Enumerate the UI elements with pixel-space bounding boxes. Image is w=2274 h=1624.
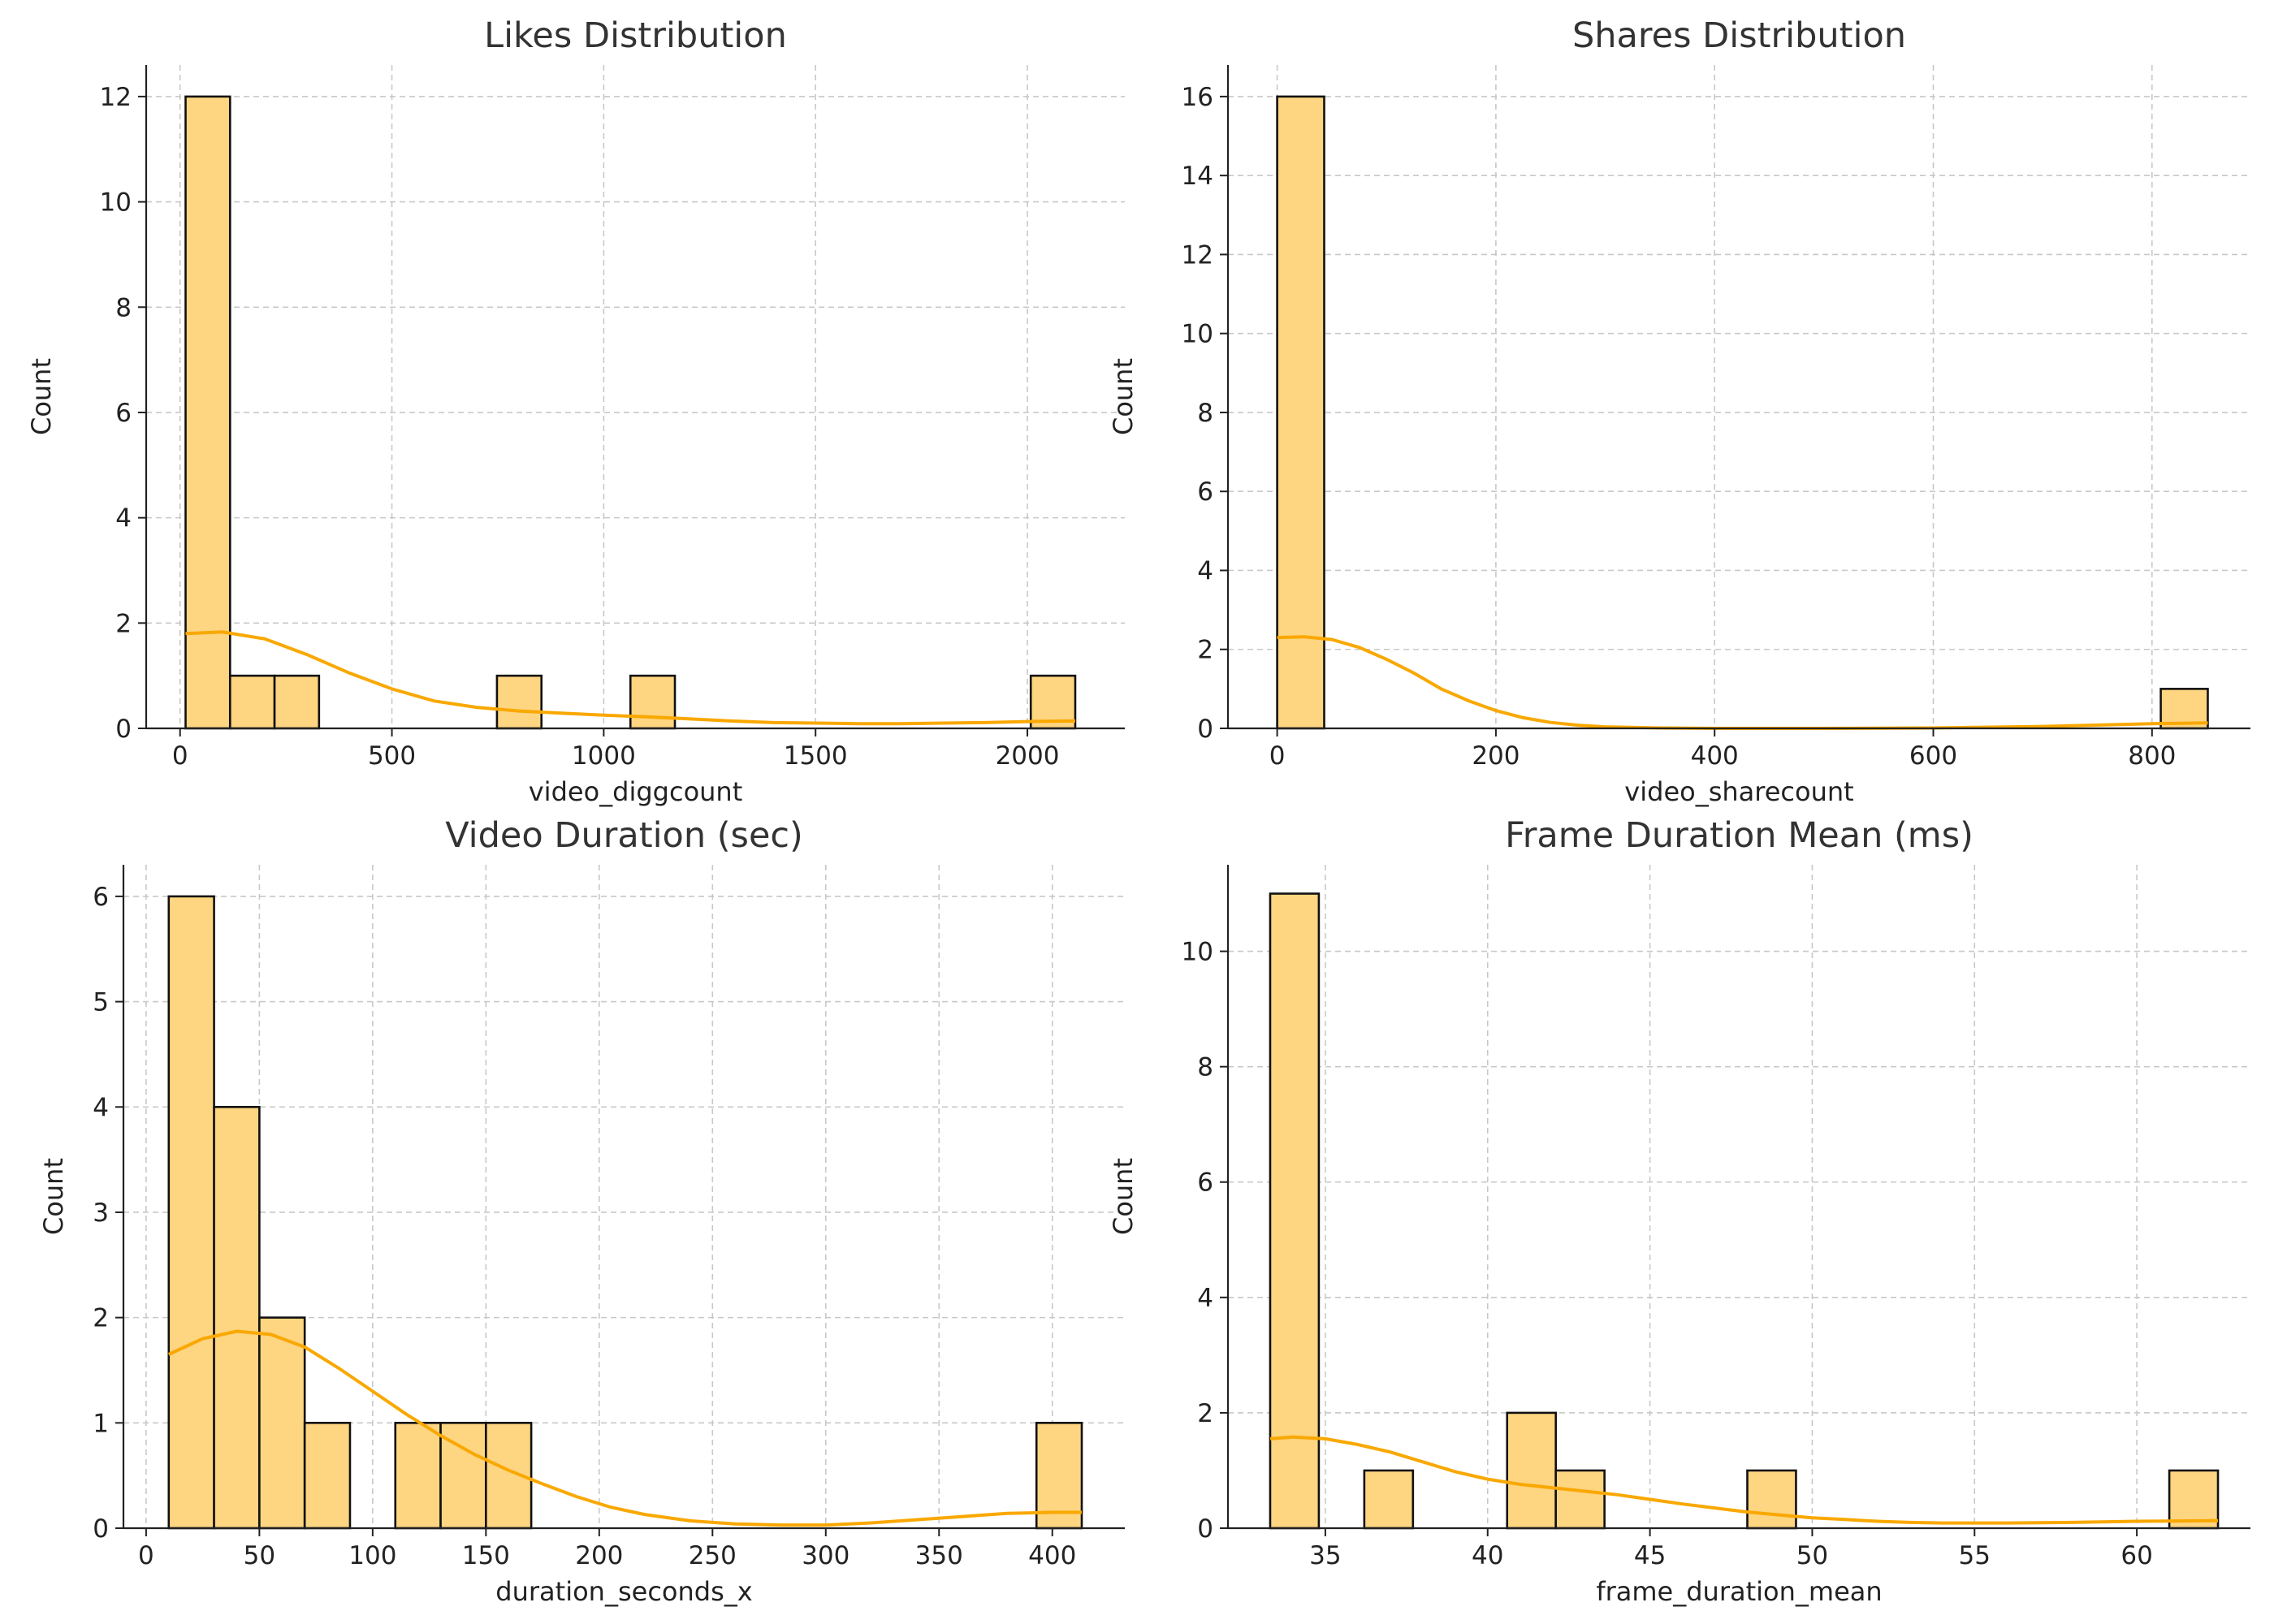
video-duration-x-tick-label: 250 <box>689 1541 737 1570</box>
frame-duration-histogram-bar <box>1363 1469 1415 1530</box>
video-duration-y-tick-label: 6 <box>93 883 109 912</box>
shares-y-tick-label: 10 <box>1182 320 1213 349</box>
likes-kde-curve <box>185 630 1076 726</box>
frame-duration-kde-curve <box>1269 1435 2219 1525</box>
video-duration-histogram-bar <box>1035 1422 1083 1530</box>
likes-y-tick-label: 2 <box>115 609 132 638</box>
likes-x-tick-label: 500 <box>368 741 416 771</box>
shares-y-tick-label: 6 <box>1197 477 1213 507</box>
likes-histogram-bar <box>273 674 321 730</box>
shares-histogram-panel: 0 200 400 600 800 0 2 4 6 8 10 12 14 16 Shares Distrib… <box>1108 15 2250 807</box>
frame-duration-x-tick-label: 55 <box>1959 1541 1991 1570</box>
video-duration-x-tick-label: 400 <box>1028 1541 1076 1570</box>
likes-chart-title: Likes Distribution <box>484 15 787 56</box>
frame-duration-histogram-bar <box>1746 1469 1797 1530</box>
likes-histogram-panel: 0 500 1000 1500 2000 0 2 4 6 8 10 12 Likes Distribut… <box>26 15 1125 807</box>
video-duration-histogram-bar <box>394 1422 442 1530</box>
frame-duration-y-axis-label: Count <box>1108 1158 1139 1235</box>
frame-duration-histogram-bar <box>1506 1411 1557 1530</box>
likes-x-axis-label: video_diggcount <box>529 776 743 807</box>
video-duration-y-axis-label: Count <box>38 1158 69 1235</box>
frame-duration-histogram-bar <box>2168 1469 2220 1530</box>
video-duration-x-tick-label: 150 <box>462 1541 510 1570</box>
likes-x-tick-label: 1000 <box>572 741 636 771</box>
likes-y-tick-label: 4 <box>115 504 132 533</box>
frame-duration-x-tick-label: 35 <box>1309 1541 1341 1570</box>
video-duration-x-tick-label: 300 <box>802 1541 850 1570</box>
shares-y-tick-label: 12 <box>1182 240 1213 270</box>
frame-duration-x-tick-label: 45 <box>1634 1541 1666 1570</box>
shares-histogram-bar <box>1276 95 1325 730</box>
shares-y-axis-label: Count <box>1108 358 1139 435</box>
video-duration-histogram-bar <box>303 1422 352 1530</box>
video-duration-x-tick-label: 200 <box>575 1541 623 1570</box>
video-duration-histogram-panel: 0 50 100 150 200 250 300 350 400 0 1 2 3 4 5 6 Video Dur… <box>38 815 1125 1607</box>
frame-duration-x-tick-label: 60 <box>2121 1541 2152 1570</box>
video-duration-y-tick-label: 4 <box>93 1093 109 1122</box>
video-duration-histogram-bar <box>258 1316 306 1530</box>
video-duration-y-tick-label: 5 <box>93 988 109 1017</box>
video-duration-x-tick-label: 50 <box>244 1541 275 1570</box>
video-duration-y-tick-label: 2 <box>93 1304 109 1333</box>
likes-histogram-bar <box>629 674 677 730</box>
shares-y-tick-label: 2 <box>1197 636 1213 665</box>
shares-x-tick-label: 600 <box>1909 741 1957 771</box>
likes-x-tick-label: 1500 <box>784 741 848 771</box>
likes-x-tick-label: 0 <box>172 741 188 771</box>
shares-kde-curve <box>1277 635 2208 730</box>
video-duration-x-tick-label: 0 <box>138 1541 154 1570</box>
shares-y-tick-label: 0 <box>1197 715 1213 744</box>
shares-y-tick-label: 14 <box>1182 162 1213 191</box>
likes-y-tick-label: 0 <box>115 715 132 744</box>
shares-y-tick-label: 4 <box>1197 556 1213 585</box>
shares-x-tick-label: 200 <box>1472 741 1520 771</box>
frame-duration-y-tick-label: 4 <box>1197 1284 1213 1313</box>
frame-duration-y-tick-label: 0 <box>1197 1514 1213 1544</box>
frame-duration-y-tick-label: 2 <box>1197 1399 1213 1428</box>
video-duration-kde-curve <box>167 1329 1082 1527</box>
frame-duration-histogram-panel: 35 40 45 50 55 60 0 2 4 6 8 10 Frame Duration Mean (… <box>1108 815 2250 1607</box>
frame-duration-y-tick-label: 8 <box>1197 1053 1213 1082</box>
video-duration-histogram-bar <box>213 1105 261 1530</box>
shares-y-tick-label: 8 <box>1197 399 1213 428</box>
frame-duration-x-axis-label: frame_duration_mean <box>1596 1576 1882 1607</box>
video-duration-y-tick-label: 1 <box>93 1409 109 1438</box>
frame-duration-histogram-bar <box>1269 892 1321 1530</box>
likes-y-tick-label: 10 <box>100 188 132 218</box>
video-duration-histogram-bar <box>167 895 215 1530</box>
frame-duration-x-tick-label: 40 <box>1472 1541 1503 1570</box>
likes-y-tick-label: 8 <box>115 293 132 322</box>
shares-x-tick-label: 800 <box>2128 741 2176 771</box>
video-duration-y-tick-label: 0 <box>93 1514 109 1544</box>
likes-histogram-bar <box>228 674 276 730</box>
frame-duration-y-tick-label: 6 <box>1197 1168 1213 1198</box>
video-duration-x-tick-label: 100 <box>348 1541 396 1570</box>
shares-chart-title: Shares Distribution <box>1572 15 1906 56</box>
likes-x-tick-label: 2000 <box>996 741 1060 771</box>
video-duration-y-tick-label: 3 <box>93 1199 109 1228</box>
shares-y-tick-label: 16 <box>1182 83 1213 112</box>
frame-duration-chart-title: Frame Duration Mean (ms) <box>1505 815 1974 856</box>
frame-duration-histogram-bar <box>1554 1469 1606 1530</box>
likes-y-axis-label: Count <box>26 358 57 435</box>
shares-x-axis-label: video_sharecount <box>1624 776 1853 807</box>
likes-y-tick-label: 6 <box>115 399 132 428</box>
likes-histogram-bar <box>495 674 543 730</box>
shares-x-tick-label: 0 <box>1269 741 1286 771</box>
video-duration-chart-title: Video Duration (sec) <box>445 815 803 856</box>
frame-duration-y-tick-label: 10 <box>1182 938 1213 967</box>
frame-duration-x-tick-label: 50 <box>1796 1541 1828 1570</box>
likes-y-tick-label: 12 <box>100 83 132 112</box>
video-duration-x-tick-label: 350 <box>915 1541 963 1570</box>
video-duration-x-axis-label: duration_seconds_x <box>495 1576 752 1607</box>
shares-x-tick-label: 400 <box>1691 741 1739 771</box>
